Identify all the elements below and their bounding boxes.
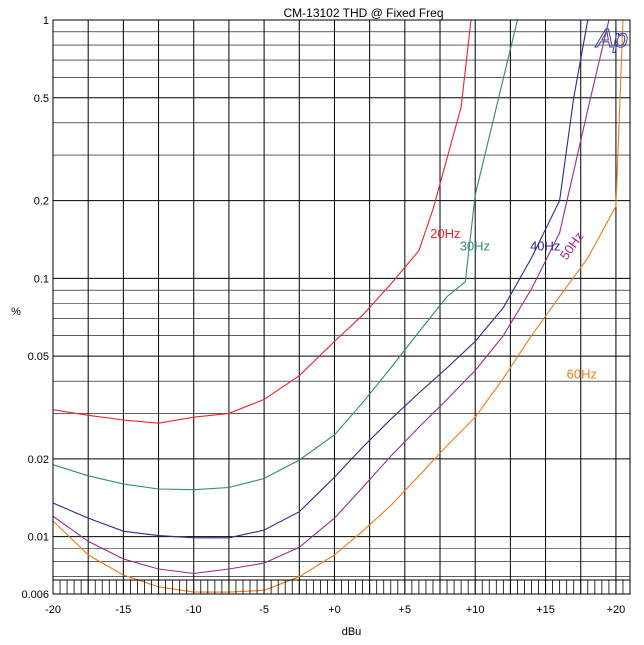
series-layer (53, 20, 624, 593)
x-tick-label: -10 (186, 604, 202, 616)
y-tick-label: 0.1 (34, 273, 49, 285)
x-axis-ticks: -20 -15 -10 -5 +0 +5 +10 +15 +20 (45, 579, 630, 616)
x-tick-label: +0 (328, 604, 341, 616)
x-tick-label: +15 (536, 604, 555, 616)
minor-grid (53, 31, 630, 578)
x-axis-label: dBu (342, 626, 362, 638)
y-axis-ticks: 0.006 0.01 0.02 0.05 0.1 0.2 0.5 1 (21, 15, 49, 601)
y-tick-label: 0.02 (28, 454, 49, 466)
series-line-20hz (53, 20, 476, 424)
ap-logo: Ap (594, 23, 628, 53)
plot-frame (52, 19, 631, 595)
y-tick-label: 0.01 (28, 532, 49, 544)
x-tick-label: -15 (115, 604, 131, 616)
y-tick-label: 1 (43, 15, 49, 27)
series-label-50hz: 50Hz (557, 229, 587, 262)
y-tick-label: 0.2 (34, 196, 49, 208)
x-tick-label: -20 (45, 604, 61, 616)
series-label-60hz: 60Hz (567, 366, 597, 381)
series-label-30hz: 30Hz (460, 239, 490, 254)
y-tick-label: 0.05 (28, 351, 49, 363)
x-tick-label: -5 (259, 604, 269, 616)
series-line-50hz (53, 20, 610, 575)
x-tick-label: +10 (466, 604, 485, 616)
series-label-20hz: 20Hz (430, 226, 460, 241)
series-line-40hz (53, 20, 589, 539)
chart-title: CM-13102 THD @ Fixed Freq (283, 6, 443, 20)
y-tick-label: 0.006 (21, 589, 49, 601)
major-grid (52, 19, 630, 595)
y-axis-label: % (11, 306, 21, 318)
x-tick-label: +20 (607, 604, 626, 616)
series-label-40hz: 40Hz (530, 239, 560, 254)
x-tick-label: +5 (399, 604, 412, 616)
series-line-60hz (53, 20, 624, 593)
y-tick-label: 0.5 (34, 93, 49, 105)
bottom-tick-marks (53, 579, 630, 594)
series-line-30hz (53, 20, 518, 491)
